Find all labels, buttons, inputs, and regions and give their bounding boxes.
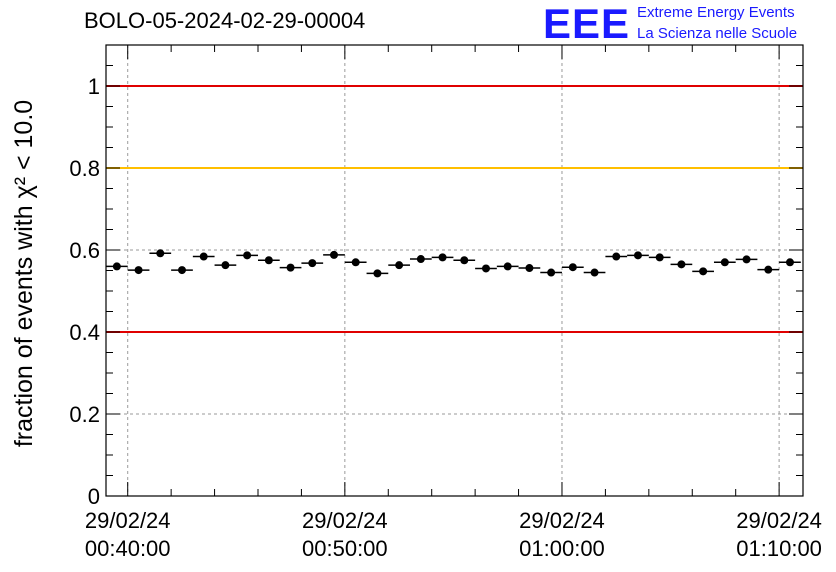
chart-title: BOLO-05-2024-02-29-00004: [84, 8, 366, 33]
axes: 0 0.2 0.4 0.6 0.8 1 29/02/24 00:40:00 29/02/24 00…: [69, 44, 822, 561]
x-tick-time-label: 01:00:00: [519, 536, 605, 561]
data-point: [518, 264, 541, 273]
marker: [373, 269, 382, 278]
data-point: [236, 251, 258, 260]
y-tick-label: 0.8: [69, 156, 100, 181]
x-tick-date-label: 29/02/24: [519, 508, 605, 533]
data-point: [540, 268, 562, 277]
data-point: [648, 253, 671, 262]
reference-lines: [106, 85, 803, 333]
data-point: [475, 264, 497, 273]
marker: [720, 258, 729, 267]
marker: [633, 251, 642, 260]
marker: [416, 255, 425, 264]
data-point: [388, 261, 410, 270]
data-point: [713, 258, 736, 267]
eee-logo: EEE: [543, 0, 631, 47]
data-point: [735, 255, 758, 264]
data-point: [192, 252, 215, 261]
plot-frame: [105, 44, 804, 497]
data-point: [171, 266, 193, 275]
x-tick-date-label: 29/02/24: [302, 508, 388, 533]
grid: [106, 45, 803, 496]
data-point: [323, 250, 345, 259]
data-point: [670, 260, 693, 269]
y-tick-label: 0.6: [69, 238, 100, 263]
y-tick-label: 0: [88, 484, 100, 509]
data-point: [257, 256, 280, 265]
marker: [156, 249, 165, 258]
data-point: [149, 249, 172, 258]
data-point: [561, 263, 584, 272]
data-series: [106, 249, 801, 278]
marker: [134, 266, 143, 275]
marker: [264, 256, 273, 265]
data-point: [431, 253, 454, 262]
marker: [742, 255, 751, 264]
data-point: [583, 268, 606, 277]
marker: [351, 258, 360, 267]
marker: [525, 264, 534, 273]
marker: [199, 252, 208, 261]
marker: [481, 264, 490, 273]
data-point: [779, 258, 801, 267]
marker: [503, 262, 512, 271]
marker: [699, 267, 708, 276]
x-tick-time-label: 01:10:00: [736, 536, 822, 561]
data-point: [279, 263, 302, 272]
data-point: [127, 266, 150, 275]
marker: [655, 253, 664, 262]
marker: [286, 263, 295, 272]
marker: [785, 258, 794, 267]
marker: [329, 250, 338, 259]
data-point: [453, 256, 476, 265]
x-tick-date-label: 29/02/24: [85, 508, 171, 533]
data-point: [496, 262, 519, 271]
data-point: [344, 258, 367, 267]
data-point: [627, 251, 649, 260]
x-tick-date-label: 29/02/24: [736, 508, 822, 533]
y-tick-label: 1: [88, 74, 100, 99]
marker: [177, 266, 186, 275]
marker: [547, 268, 556, 277]
data-point: [301, 259, 324, 268]
marker: [764, 265, 773, 274]
marker: [568, 263, 577, 272]
marker: [438, 253, 447, 262]
marker: [221, 261, 230, 270]
marker: [243, 251, 252, 260]
marker: [612, 252, 621, 261]
data-point: [409, 255, 432, 264]
data-point: [106, 262, 128, 271]
marker: [112, 262, 121, 271]
data-point: [692, 267, 714, 276]
marker: [590, 268, 599, 277]
data-point: [366, 269, 389, 278]
marker: [395, 261, 404, 270]
y-axis-label: fraction of events with χ² < 10.0: [10, 100, 38, 447]
data-point: [757, 265, 780, 274]
logo-line-1: Extreme Energy Events: [637, 4, 795, 21]
y-tick-label: 0.4: [69, 320, 100, 345]
marker: [460, 256, 469, 265]
x-tick-time-label: 00:40:00: [85, 536, 171, 561]
data-point: [605, 252, 628, 261]
logo-line-2: La Scienza nelle Scuole: [637, 25, 798, 42]
y-tick-label: 0.2: [69, 402, 100, 427]
marker: [677, 260, 686, 269]
data-point: [214, 261, 237, 270]
x-tick-time-label: 00:50:00: [302, 536, 388, 561]
marker: [308, 259, 317, 268]
